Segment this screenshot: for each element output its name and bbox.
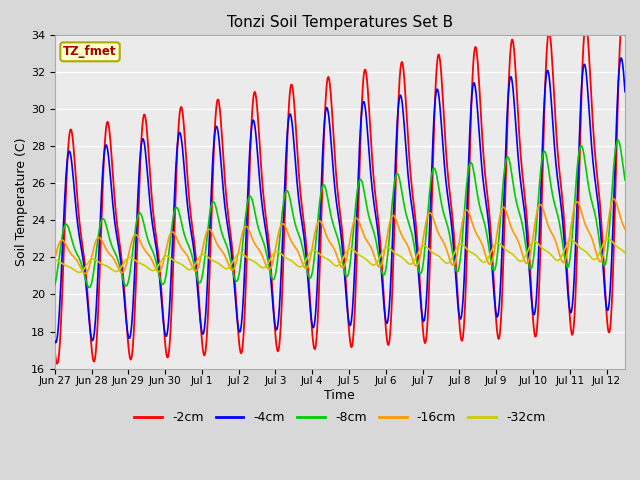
-16cm xyxy=(252,242,259,248)
-32cm xyxy=(431,252,439,257)
Y-axis label: Soil Temperature (C): Soil Temperature (C) xyxy=(15,138,28,266)
-2cm xyxy=(619,14,627,20)
-8cm xyxy=(223,244,231,250)
-2cm xyxy=(273,346,281,352)
Line: -8cm: -8cm xyxy=(55,140,625,288)
-4cm xyxy=(273,326,281,332)
-16cm xyxy=(81,271,89,276)
-4cm xyxy=(431,95,439,100)
Line: -4cm: -4cm xyxy=(55,58,625,343)
Text: TZ_fmet: TZ_fmet xyxy=(63,45,117,59)
-32cm xyxy=(118,263,126,268)
-8cm xyxy=(252,212,259,218)
-16cm xyxy=(610,196,618,202)
-4cm xyxy=(52,340,60,346)
-32cm xyxy=(252,260,259,265)
-4cm xyxy=(51,338,59,344)
X-axis label: Time: Time xyxy=(324,389,355,402)
-16cm xyxy=(273,238,281,243)
-8cm xyxy=(621,177,629,183)
-4cm xyxy=(618,55,625,61)
-2cm xyxy=(399,67,407,72)
-8cm xyxy=(399,198,407,204)
-4cm xyxy=(223,221,231,227)
-32cm xyxy=(604,236,612,241)
-4cm xyxy=(252,128,259,134)
-4cm xyxy=(118,275,126,280)
-4cm xyxy=(621,89,629,95)
-2cm xyxy=(118,264,126,270)
-32cm xyxy=(51,258,59,264)
-2cm xyxy=(53,361,61,367)
Line: -2cm: -2cm xyxy=(55,17,625,364)
-16cm xyxy=(223,259,231,264)
-8cm xyxy=(51,282,59,288)
-32cm xyxy=(399,256,407,262)
-8cm xyxy=(85,285,93,290)
-32cm xyxy=(621,250,629,256)
-2cm xyxy=(252,91,259,96)
-32cm xyxy=(223,266,231,272)
-16cm xyxy=(621,226,629,232)
-4cm xyxy=(399,113,407,119)
-2cm xyxy=(621,33,629,38)
Legend: -2cm, -4cm, -8cm, -16cm, -32cm: -2cm, -4cm, -8cm, -16cm, -32cm xyxy=(129,406,550,429)
-8cm xyxy=(118,275,126,280)
-32cm xyxy=(76,270,83,276)
-32cm xyxy=(273,249,281,254)
-8cm xyxy=(614,137,621,143)
-16cm xyxy=(431,222,439,228)
-8cm xyxy=(431,168,439,173)
-8cm xyxy=(273,262,281,267)
Line: -16cm: -16cm xyxy=(55,199,625,274)
-16cm xyxy=(399,236,407,241)
-2cm xyxy=(223,204,231,210)
-16cm xyxy=(118,270,126,276)
Title: Tonzi Soil Temperatures Set B: Tonzi Soil Temperatures Set B xyxy=(227,15,453,30)
Line: -32cm: -32cm xyxy=(55,239,625,273)
-2cm xyxy=(51,347,59,353)
-16cm xyxy=(51,256,59,262)
-2cm xyxy=(431,88,439,94)
